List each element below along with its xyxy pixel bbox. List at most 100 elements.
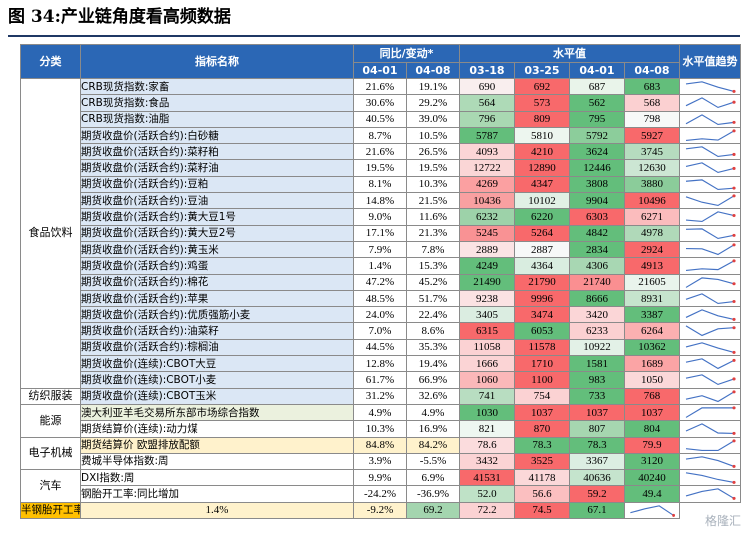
level-value: 10362 [624, 338, 680, 357]
yoy-value: 26.5% [406, 143, 460, 161]
level-value: 11578 [514, 338, 570, 357]
sparkline-line [685, 325, 735, 337]
sparkline-end-marker [732, 194, 736, 198]
trend-sparkline [679, 452, 741, 471]
table-row: 期货收盘价(活跃合约):黄大豆1号 9.0% 11.6% 6232 6220 6303 62… [21, 208, 741, 226]
yoy-value: 9.0% [353, 208, 407, 226]
sparkline-line [685, 130, 735, 141]
header-yoy-date: 04-08 [406, 62, 460, 79]
table-row: 期货收盘价(活跃合约):白砂糖 8.7% 10.5% 5787 5810 5792 5927 [21, 126, 741, 145]
level-value: 3880 [624, 175, 680, 194]
level-value: 821 [459, 420, 515, 438]
level-value: 564 [459, 94, 515, 112]
table-row: 期货收盘价(活跃合约):黄玉米 7.9% 7.8% 2889 2887 2834 2924 [21, 240, 741, 259]
yoy-value: 7.0% [353, 322, 407, 340]
level-value: 3367 [569, 452, 625, 471]
sparkline-end-marker [732, 100, 736, 105]
level-value: 59.2 [569, 485, 625, 503]
trend-sparkline [679, 403, 741, 422]
indicator-name: 期货收盘价(活跃合约):豆粕 [80, 175, 354, 194]
level-value: 11058 [459, 338, 515, 357]
indicator-name: 期货收盘价(活跃合约):黄大豆2号 [80, 224, 354, 242]
level-value: 10102 [514, 192, 570, 210]
indicator-name: 期货收盘价(活跃合约):白砂糖 [80, 126, 354, 145]
indicator-name: 期货收盘价(连续):CBOT玉米 [80, 387, 354, 405]
sparkline-end-marker [732, 243, 736, 247]
sparkline-svg [685, 472, 736, 485]
yoy-value: 40.5% [353, 110, 407, 128]
level-value: 12890 [514, 159, 570, 177]
yoy-value: 1.4% [80, 501, 354, 520]
level-value: 4364 [514, 257, 570, 275]
indicator-name: 费城半导体指数:周 [80, 452, 354, 471]
table-row: 半钢胎开工率:同比增加1.4%-9.2%69.272.274.567.1 [20, 501, 741, 520]
level-value: 3525 [514, 452, 570, 471]
sparkline-svg [685, 162, 736, 174]
level-value: 1666 [459, 355, 515, 373]
sparkline-line [685, 407, 734, 418]
sparkline-end-marker [732, 129, 736, 133]
sparkline-line [685, 391, 735, 402]
level-value: 6232 [459, 208, 515, 226]
indicator-name: 期货收盘价(活跃合约):菜籽粕 [80, 143, 354, 161]
indicator-name: 期货收盘价(活跃合约):油菜籽 [80, 322, 354, 340]
sparkline-svg [685, 374, 736, 386]
trend-sparkline [679, 420, 741, 438]
level-value: 8666 [569, 289, 625, 308]
table-row: 电子机械 期货结算价 欧盟排放配额 84.8% 84.2% 78.6 78.3 78.3 79… [20, 436, 741, 471]
table-row: 期货收盘价(活跃合约):苹果 48.5% 51.7% 9238 9996 8666 8931 [21, 289, 741, 308]
level-value: 692 [514, 77, 570, 96]
level-value: 5264 [514, 224, 570, 242]
sparkline-line [685, 456, 735, 467]
yoy-value: 84.8% [353, 436, 407, 454]
level-value: 3420 [569, 306, 625, 324]
level-value: 12446 [569, 159, 625, 177]
table-row: 纺织服装 期货收盘价(连续):CBOT玉米 31.2% 32.6% 741 754 733 7… [20, 387, 741, 405]
level-value: 741 [459, 387, 515, 405]
category-label: 电子机械 [20, 436, 81, 471]
header-level-date: 03-18 [459, 62, 515, 79]
indicator-name: 期货结算价 欧盟排放配额 [80, 436, 354, 454]
level-value: 5787 [459, 126, 515, 145]
table-row: CRB现货指数:食品 30.6% 29.2% 564 573 562 568 [21, 94, 741, 112]
sparkline-end-marker [732, 377, 736, 381]
level-value: 1037 [569, 403, 625, 422]
sparkline-svg [685, 309, 736, 322]
table-row: 期货收盘价(活跃合约):菜籽油 19.5% 19.5% 12722 12890 12446… [21, 159, 741, 177]
trend-sparkline [679, 175, 741, 194]
category-label: 纺织服装 [20, 387, 81, 405]
yoy-value: 12.8% [353, 355, 407, 373]
sparkline-line [685, 423, 735, 435]
level-value: 78.6 [459, 436, 515, 454]
yoy-value: 44.5% [353, 338, 407, 357]
level-value: 78.3 [514, 436, 570, 454]
level-value: 74.5 [514, 501, 570, 520]
sparkline-svg [685, 358, 736, 370]
level-value: 3432 [459, 452, 515, 471]
level-value: 568 [624, 94, 680, 112]
table-row: 期货收盘价(活跃合约):优质强筋小麦 24.0% 22.4% 3405 3474 3420… [21, 306, 741, 324]
level-value: 21490 [459, 273, 515, 291]
sparkline-line [685, 146, 735, 158]
trend-sparkline [679, 77, 741, 96]
indicator-name: 钢胎开工率:同比增加 [80, 485, 354, 503]
sparkline-svg [685, 276, 736, 288]
yoy-value: 22.4% [406, 306, 460, 324]
level-value: 9238 [459, 289, 515, 308]
level-value: 67.1 [569, 501, 625, 520]
yoy-value: 39.0% [406, 110, 460, 128]
sparkline-line [685, 276, 735, 288]
trend-sparkline [679, 338, 741, 357]
sparkline-line [685, 488, 735, 500]
level-value: 6233 [569, 322, 625, 340]
sparkline-end-marker [732, 497, 736, 501]
table-row: 期货收盘价(活跃合约):棉花 47.2% 45.2% 21490 21790 21740 2… [21, 273, 741, 291]
yoy-value: 7.8% [406, 240, 460, 259]
table-row: 汽车 DXI指数:周 9.9% 6.9% 41531 41178 40636 40240 [20, 469, 741, 503]
level-value: 5792 [569, 126, 625, 145]
sparkline-end-marker [732, 350, 736, 354]
sparkline-line [685, 309, 735, 321]
level-value: 1581 [569, 355, 625, 373]
yoy-value: 84.2% [406, 436, 460, 454]
level-value: 21790 [514, 273, 570, 291]
